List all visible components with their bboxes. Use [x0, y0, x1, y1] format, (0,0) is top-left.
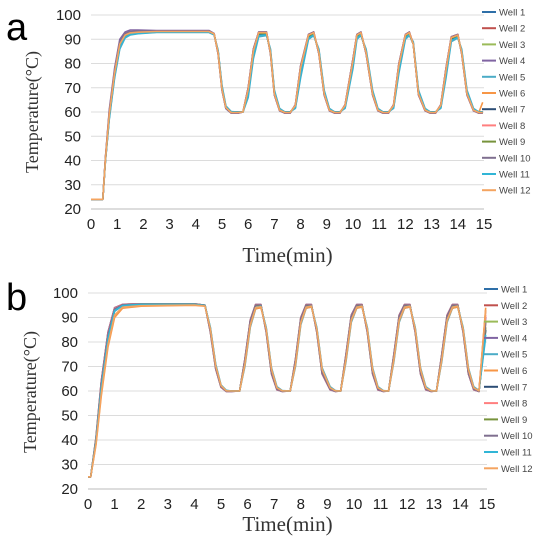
legend-label: Well 1	[501, 285, 527, 296]
legend-label: Well 5	[499, 72, 525, 83]
x-tick-label: 15	[479, 496, 496, 513]
y-tick-label: 80	[61, 334, 78, 351]
legend-label: Well 11	[501, 448, 532, 459]
series-line	[91, 31, 483, 201]
x-tick-label: 12	[397, 216, 414, 233]
series-line	[91, 30, 483, 201]
y-axis-label: Temperature(°C)	[20, 331, 41, 453]
x-tick-label: 4	[190, 496, 198, 513]
legend-label: Well 10	[501, 431, 533, 442]
y-axis-label: Temperature(°C)	[22, 51, 43, 173]
legend-label: Well 4	[499, 56, 525, 67]
series-line	[91, 30, 483, 201]
legend-label: Well 6	[501, 366, 527, 377]
legend-label: Well 2	[501, 301, 527, 312]
legend-label: Well 9	[501, 415, 527, 426]
series-line	[91, 30, 483, 201]
x-tick-label: 1	[110, 496, 118, 513]
legend-label: Well 6	[499, 89, 525, 100]
legend-label: Well 8	[501, 399, 527, 410]
y-tick-label: 50	[61, 408, 78, 425]
y-tick-label: 90	[61, 310, 78, 327]
legend-label: Well 5	[501, 350, 527, 361]
panel-label-b: b	[6, 277, 27, 319]
y-tick-label: 60	[61, 383, 78, 400]
x-tick-label: 2	[137, 496, 145, 513]
legend-label: Well 11	[499, 170, 530, 181]
panel-label-a: a	[6, 7, 28, 49]
legend-label: Well 8	[499, 121, 525, 132]
x-tick-label: 7	[270, 496, 278, 513]
legend-label: Well 1	[499, 8, 525, 19]
x-tick-label: 9	[323, 496, 331, 513]
legend-label: Well 9	[499, 137, 525, 148]
series-line	[91, 31, 483, 201]
series-line	[91, 29, 483, 201]
x-tick-label: 3	[164, 496, 172, 513]
y-tick-label: 40	[64, 153, 81, 170]
y-tick-label: 80	[64, 56, 81, 73]
x-axis-label: Time(min)	[242, 512, 332, 536]
series-line	[91, 30, 483, 201]
y-tick-label: 100	[53, 285, 78, 302]
series-line	[88, 304, 487, 478]
y-tick-label: 60	[64, 104, 81, 121]
x-tick-label: 14	[452, 496, 469, 513]
y-tick-label: 30	[61, 457, 78, 474]
legend-label: Well 12	[501, 464, 533, 475]
x-tick-label: 1	[113, 216, 121, 233]
legend-label: Well 7	[501, 382, 527, 393]
x-tick-label: 3	[165, 216, 173, 233]
x-tick-label: 8	[297, 496, 305, 513]
series-line	[91, 30, 483, 201]
legend-label: Well 2	[499, 24, 525, 35]
x-tick-label: 0	[87, 216, 95, 233]
legend-label: Well 4	[501, 333, 527, 344]
x-tick-label: 13	[423, 216, 440, 233]
x-tick-label: 15	[476, 216, 493, 233]
series-line	[91, 31, 483, 201]
x-tick-label: 12	[399, 496, 416, 513]
y-tick-label: 20	[64, 201, 81, 218]
x-tick-label: 5	[217, 496, 225, 513]
x-tick-label: 9	[323, 216, 331, 233]
legend-label: Well 3	[501, 317, 527, 328]
y-tick-label: 90	[64, 31, 81, 48]
x-tick-label: 2	[139, 216, 147, 233]
x-tick-label: 7	[270, 216, 278, 233]
x-tick-label: 11	[371, 216, 387, 233]
x-tick-label: 8	[296, 216, 304, 233]
x-tick-label: 13	[425, 496, 442, 513]
series-line	[91, 31, 483, 201]
x-axis-label: Time(min)	[242, 243, 332, 267]
y-tick-label: 20	[61, 481, 78, 498]
series-line	[91, 30, 484, 201]
legend-label: Well 3	[499, 40, 525, 51]
x-tick-label: 4	[192, 216, 200, 233]
x-tick-label: 11	[373, 496, 389, 513]
y-tick-label: 70	[64, 80, 81, 97]
y-tick-label: 70	[61, 359, 78, 376]
legend-label: Well 12	[499, 186, 531, 197]
y-tick-label: 30	[64, 177, 81, 194]
legend-label: Well 10	[499, 153, 531, 164]
x-tick-label: 0	[84, 496, 92, 513]
x-tick-label: 5	[218, 216, 226, 233]
y-tick-label: 100	[56, 7, 81, 24]
y-tick-label: 50	[64, 128, 81, 145]
y-tick-label: 40	[61, 432, 78, 449]
x-tick-label: 6	[243, 496, 251, 513]
legend-label: Well 7	[499, 105, 525, 116]
series-line	[91, 30, 483, 201]
x-tick-label: 10	[345, 216, 362, 233]
x-tick-label: 10	[346, 496, 363, 513]
x-tick-label: 14	[449, 216, 466, 233]
x-tick-label: 6	[244, 216, 252, 233]
